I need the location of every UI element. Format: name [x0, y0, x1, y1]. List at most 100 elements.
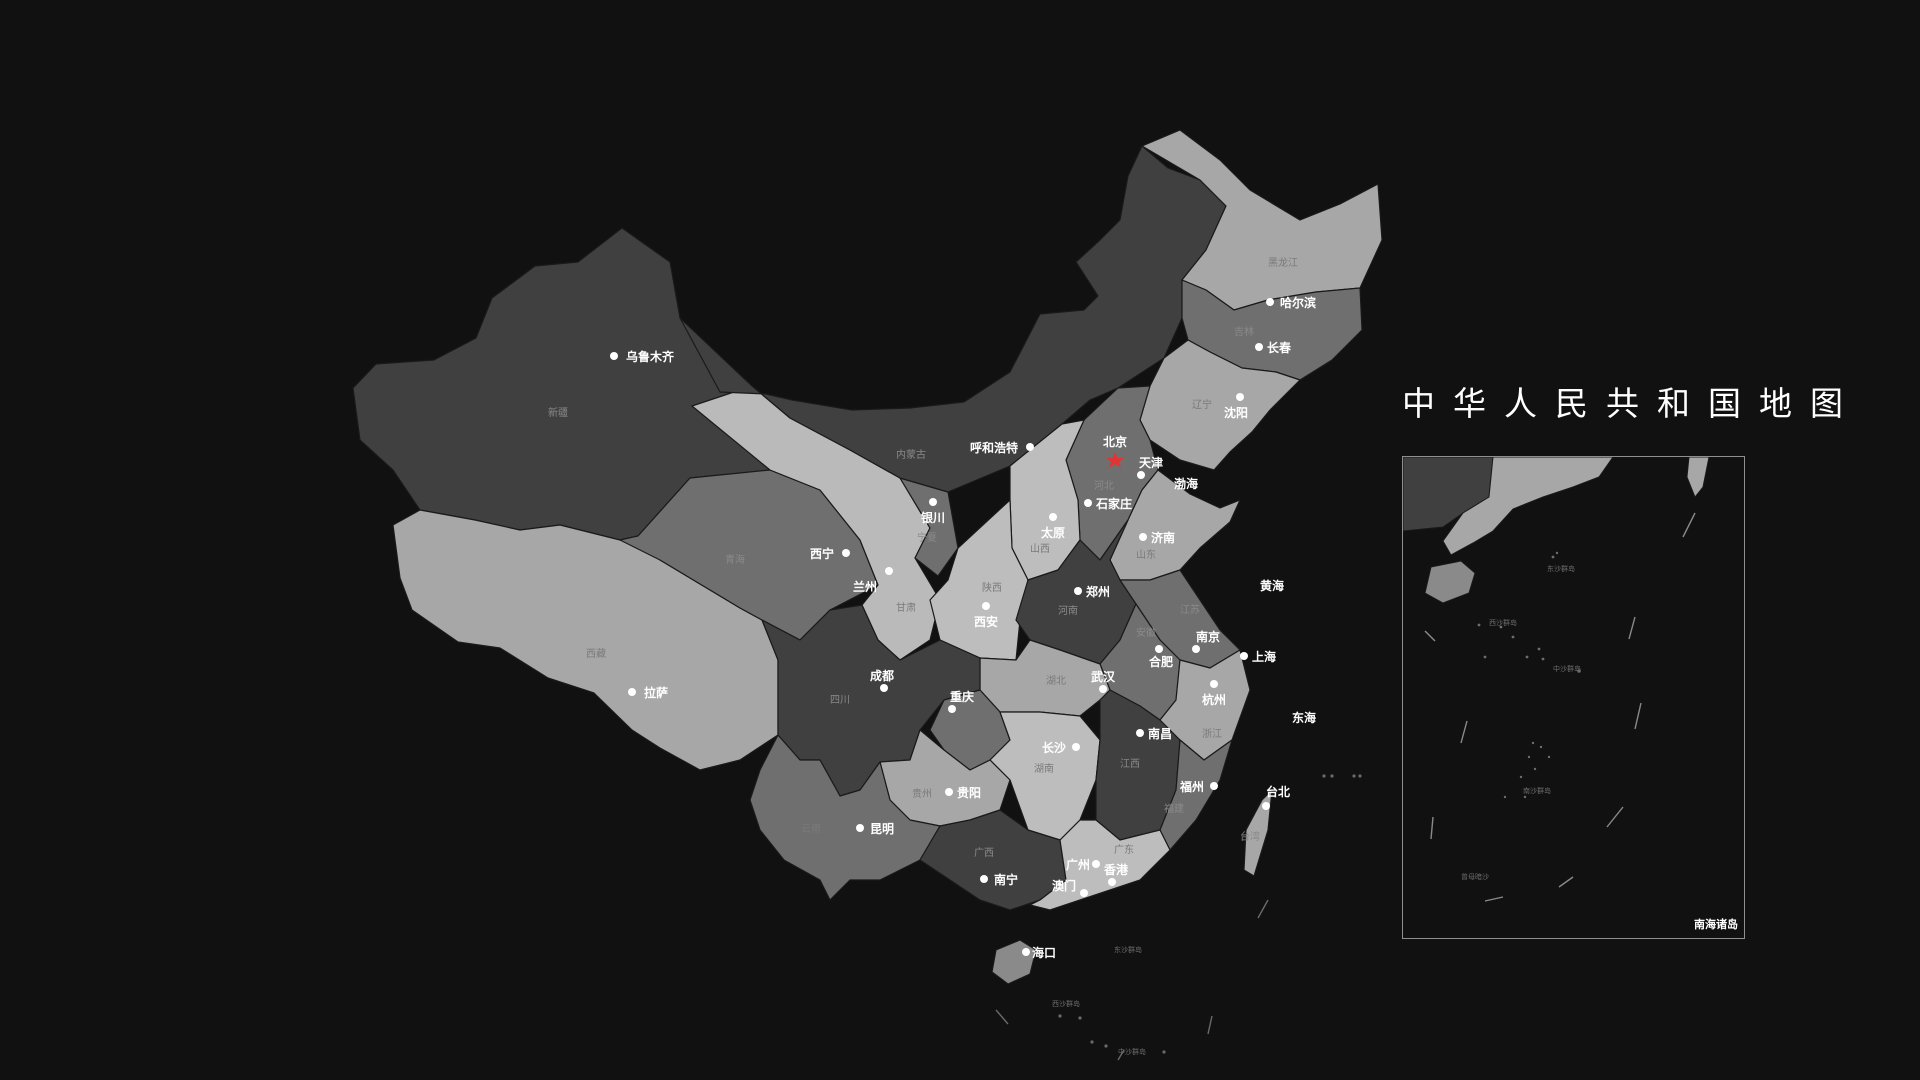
province-zhejiang[interactable] [1159, 649, 1251, 761]
city-dot[interactable] [1080, 889, 1088, 897]
capital-label: 北京 [1103, 434, 1127, 449]
city-marker[interactable]: 香港 [1103, 862, 1129, 886]
city-dot[interactable] [1210, 680, 1218, 688]
city-marker[interactable]: 广州 [1066, 857, 1100, 872]
city-dot[interactable] [1136, 729, 1144, 737]
city-marker[interactable]: 武汉 [1091, 669, 1116, 693]
city-dot[interactable] [1137, 471, 1145, 479]
city-marker[interactable]: 乌鲁木齐 [610, 349, 675, 364]
city-label: 香港 [1103, 862, 1129, 877]
city-dot[interactable] [1139, 533, 1147, 541]
city-label: 石家庄 [1095, 496, 1132, 511]
city-dot[interactable] [628, 688, 636, 696]
city-marker[interactable]: 拉萨 [628, 685, 668, 700]
island-dots [1058, 774, 1362, 1054]
city-marker[interactable]: 福州 [1179, 779, 1218, 794]
city-label: 上海 [1252, 649, 1276, 664]
city-label: 海口 [1032, 945, 1056, 960]
city-marker[interactable]: 郑州 [1074, 584, 1110, 599]
city-marker[interactable]: 成都 [870, 668, 894, 692]
city-marker[interactable]: 西宁 [810, 546, 850, 561]
city-dot[interactable] [610, 352, 618, 360]
city-marker[interactable]: 长沙 [1042, 740, 1080, 755]
island-label-zhongsha: 中沙群岛 [1118, 1047, 1146, 1056]
city-dot[interactable] [1099, 685, 1107, 693]
city-dot[interactable] [1092, 860, 1100, 868]
city-marker[interactable]: 合肥 [1149, 645, 1173, 669]
city-marker[interactable]: 太原 [1041, 513, 1065, 540]
city-dot[interactable] [982, 602, 990, 610]
province-neimenggu[interactable] [679, 145, 1227, 493]
city-label: 南昌 [1148, 726, 1172, 741]
city-dot[interactable] [1210, 782, 1218, 790]
inset-island-label-zengmu: 曾母暗沙 [1461, 872, 1489, 881]
city-marker[interactable]: 上海 [1240, 649, 1276, 664]
city-dot[interactable] [880, 684, 888, 692]
city-dot[interactable] [885, 567, 893, 575]
city-marker[interactable]: 长春 [1255, 340, 1292, 355]
city-dot[interactable] [856, 824, 864, 832]
city-dot[interactable] [1072, 743, 1080, 751]
city-dot[interactable] [929, 498, 937, 506]
city-dot[interactable] [1262, 802, 1270, 810]
city-marker[interactable]: 济南 [1139, 530, 1175, 545]
city-dot[interactable] [980, 875, 988, 883]
city-dot[interactable] [1049, 513, 1057, 521]
city-dot[interactable] [1266, 298, 1274, 306]
city-dot[interactable] [1026, 443, 1034, 451]
province-label-gansu: 甘肃 [896, 601, 916, 614]
city-marker[interactable]: 兰州 [853, 567, 893, 594]
city-dot[interactable] [948, 705, 956, 713]
inset-island-label-dongsha: 东沙群岛 [1547, 564, 1575, 573]
city-marker[interactable]: 台北 [1262, 784, 1290, 810]
inset-nine-dash-line [1424, 512, 1696, 902]
city-dot[interactable] [1236, 393, 1244, 401]
city-label: 广州 [1066, 857, 1090, 872]
city-label: 贵阳 [957, 785, 981, 800]
city-marker[interactable]: 石家庄 [1084, 496, 1132, 511]
province-guangdong[interactable] [1029, 819, 1171, 911]
city-marker[interactable]: 重庆 [948, 689, 974, 713]
province-taiwan[interactable] [1243, 789, 1273, 877]
city-dot[interactable] [945, 788, 953, 796]
province-label-xinjiang: 新疆 [548, 406, 568, 419]
province-label-zhejiang: 浙江 [1202, 728, 1222, 740]
province-label-jiangxi: 江西 [1120, 758, 1140, 770]
sea-label-bohai: 渤海 [1174, 476, 1198, 491]
city-marker[interactable]: 南京 [1192, 629, 1220, 653]
city-label: 哈尔滨 [1280, 295, 1316, 310]
city-marker[interactable]: 杭州 [1202, 680, 1226, 707]
city-label: 拉萨 [644, 685, 668, 700]
city-marker[interactable]: 澳门 [1052, 878, 1088, 897]
city-marker[interactable]: 南昌 [1136, 726, 1172, 741]
city-dot[interactable] [1192, 645, 1200, 653]
city-marker[interactable]: 天津 [1137, 455, 1163, 479]
city-marker[interactable]: 昆明 [856, 822, 894, 836]
inset-map: 东沙群岛 西沙群岛 中沙群岛 南沙群岛 曾母暗沙 [1403, 457, 1710, 902]
city-marker[interactable]: 南宁 [980, 872, 1018, 887]
city-marker[interactable]: 西安 [974, 602, 998, 629]
city-dot[interactable] [1074, 587, 1082, 595]
city-label: 兰州 [853, 579, 877, 594]
inset-island-label-zhongsha: 中沙群岛 [1553, 664, 1581, 673]
province-label-hubei: 湖北 [1046, 675, 1066, 687]
city-dot[interactable] [1240, 652, 1248, 660]
city-dot[interactable] [1255, 343, 1263, 351]
city-marker[interactable]: 呼和浩特 [970, 440, 1034, 455]
city-dot[interactable] [842, 549, 850, 557]
city-marker[interactable]: 沈阳 [1224, 393, 1248, 420]
city-dot[interactable] [1108, 878, 1116, 886]
city-marker[interactable]: 哈尔滨 [1266, 295, 1316, 310]
city-dot[interactable] [1155, 645, 1163, 653]
province-fujian[interactable] [1159, 739, 1233, 851]
city-marker[interactable]: 海口 [1022, 945, 1056, 960]
inset-island-label-nansha: 南沙群岛 [1523, 786, 1551, 795]
province-label-hunan: 湖南 [1034, 762, 1054, 775]
inset-island-label-xisha: 西沙群岛 [1489, 618, 1517, 627]
city-dot[interactable] [1022, 948, 1030, 956]
province-label-hainan: 海南 [1002, 962, 1022, 975]
city-marker[interactable]: 银川 [921, 498, 945, 525]
city-marker[interactable]: 贵阳 [945, 785, 981, 800]
city-dot[interactable] [1084, 499, 1092, 507]
city-label: 郑州 [1086, 584, 1110, 599]
